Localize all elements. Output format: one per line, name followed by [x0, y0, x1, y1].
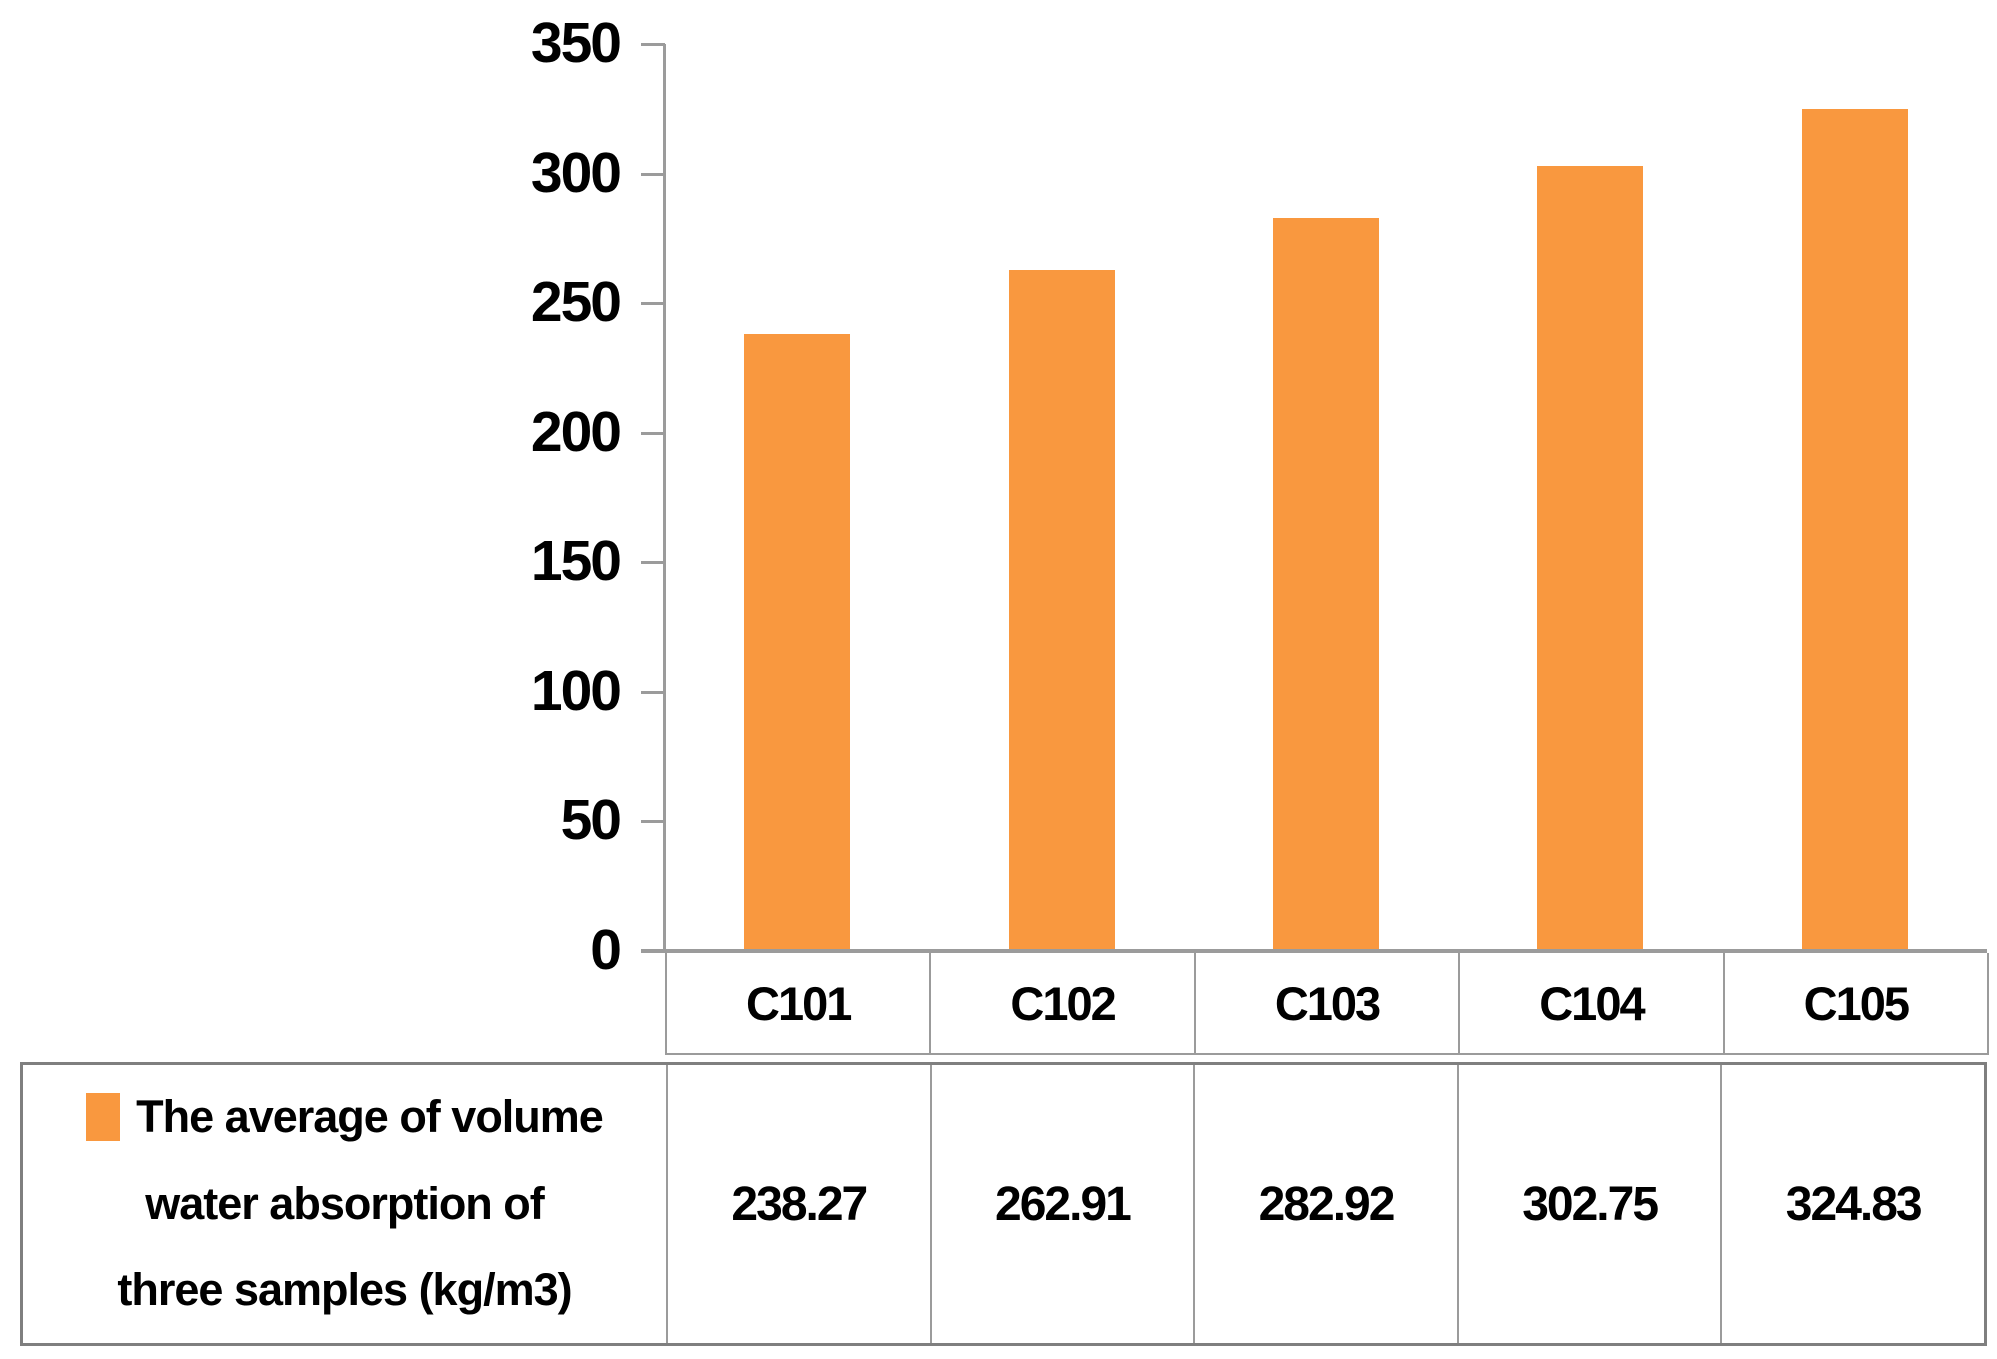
- y-axis-tick-mark: [641, 561, 665, 565]
- y-axis-tick-mark: [641, 302, 665, 306]
- y-axis-tick-mark: [641, 690, 665, 694]
- category-row: C101 C102 C103 C104 C105: [665, 953, 1989, 1055]
- value-cell: 238.27: [666, 1065, 930, 1343]
- legend-line: The average of volume: [86, 1074, 604, 1161]
- value-cell: 324.83: [1720, 1065, 1984, 1343]
- y-axis-tick-label: 250: [530, 270, 622, 335]
- y-axis-tick-label: 100: [530, 658, 622, 723]
- legend-swatch-icon: [86, 1092, 121, 1141]
- y-axis-tick-mark: [641, 43, 665, 46]
- category-cell: C101: [746, 976, 852, 1030]
- legend-cell: The average of volume water absorption o…: [23, 1065, 666, 1343]
- y-axis-tick-label: 300: [530, 140, 622, 205]
- y-axis-tick-label: 350: [530, 11, 622, 75]
- y-axis-tick-label: 200: [530, 399, 622, 464]
- bar-c104: [1537, 166, 1644, 951]
- category-cell: C104: [1458, 953, 1722, 1053]
- y-axis-tick-label: 50: [560, 788, 622, 853]
- category-cell: C105: [1722, 953, 1987, 1053]
- category-cell: C103: [1193, 953, 1458, 1053]
- legend-line: water absorption of: [145, 1177, 545, 1229]
- bar-c105: [1801, 109, 1908, 951]
- bar-c101: [744, 333, 851, 951]
- y-axis-tick-label: 150: [530, 529, 622, 594]
- y-axis-tick-label: 0: [590, 918, 622, 982]
- y-axis-tick-mark: [641, 172, 665, 176]
- legend-text: The average of volume: [136, 1090, 604, 1142]
- legend-line: three samples (kg/m3): [117, 1264, 572, 1316]
- y-axis-tick-mark: [641, 431, 665, 435]
- bar-c103: [1273, 217, 1379, 951]
- value-cell: 282.92: [1193, 1065, 1457, 1343]
- y-axis-line: [663, 44, 666, 951]
- value-cell: 262.91: [929, 1065, 1194, 1343]
- value-cell: 302.75: [1456, 1065, 1721, 1343]
- x-axis-line: [641, 949, 1987, 953]
- bar-c102: [1008, 269, 1115, 951]
- category-cell: C102: [929, 953, 1193, 1053]
- y-axis-tick-mark: [641, 820, 665, 824]
- data-table: The average of volume water absorption o…: [20, 1062, 1987, 1346]
